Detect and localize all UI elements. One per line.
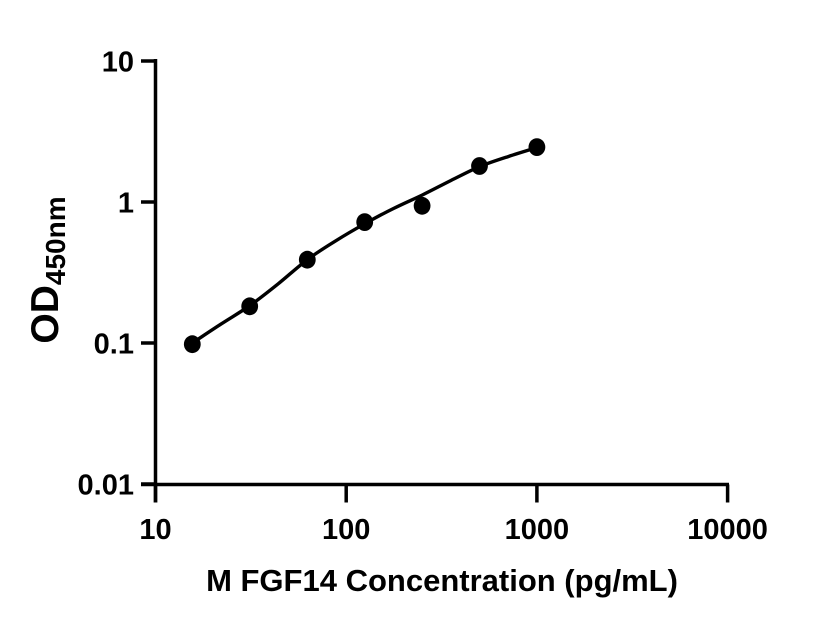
y-tick-label: 10 <box>102 47 134 79</box>
y-axis-title: OD450nm <box>24 196 71 343</box>
y-tick-label: 0.1 <box>94 329 134 361</box>
y-tick-label: 1 <box>118 188 134 220</box>
y-axis-ticks: 10 1 0.1 0.01 <box>78 47 156 502</box>
x-tick-label: 1000 <box>505 514 570 546</box>
x-tick-label: 100 <box>322 514 370 546</box>
data-point-marker <box>528 138 546 157</box>
data-point-markers <box>183 138 546 354</box>
x-axis-title: M FGF14 Concentration (pg/mL) <box>206 563 678 598</box>
y-axis-title-subscript: 450nm <box>40 196 71 285</box>
data-point-marker <box>471 157 488 175</box>
standard-curve-fit-line <box>190 145 539 345</box>
data-point-marker <box>413 196 431 215</box>
y-tick-label: 0.01 <box>78 470 134 502</box>
data-point-marker <box>356 213 374 232</box>
data-point-marker <box>298 250 316 269</box>
data-point-marker <box>241 297 259 316</box>
x-tick-label: 10 <box>139 514 171 546</box>
y-axis-title-main: OD <box>24 285 67 344</box>
x-tick-label: 10000 <box>687 514 768 546</box>
data-point-marker <box>183 335 201 354</box>
x-axis-ticks: 10 100 1000 10000 <box>139 484 768 546</box>
